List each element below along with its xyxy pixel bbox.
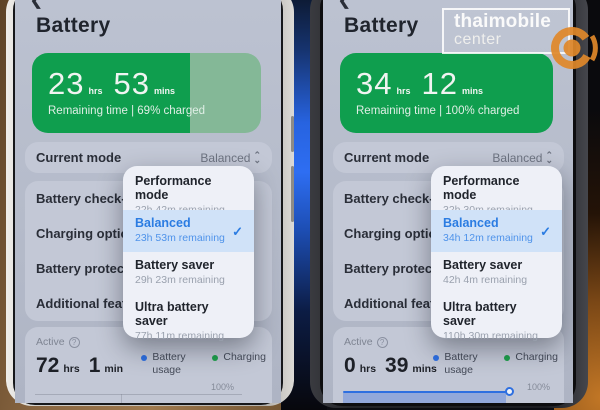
battery-settings-screen: ❮ Battery 34 hrs 12 mins Remaining time …	[323, 0, 573, 403]
remaining-minutes-unit: mins	[461, 86, 483, 96]
battery-usage-dot	[141, 355, 148, 361]
mode-selection-popup: Performance mode 32h 30m remaining Balan…	[431, 166, 562, 342]
current-mode-label: Current mode	[344, 150, 430, 165]
phone-bezel: ❮ Battery 23 hrs 53 mins Remaining time …	[13, 0, 283, 405]
active-hours-unit: hrs	[359, 363, 377, 375]
chart-gridline-h	[35, 394, 242, 395]
menu-item-battery-protection[interactable]: Battery protection	[36, 261, 148, 276]
mode-option-balanced[interactable]: Balanced 23h 53m remaining ✓	[123, 210, 254, 252]
charging-dot	[212, 355, 219, 361]
mode-option-ultra-battery-saver[interactable]: Ultra battery saver 110h 30m remaining	[443, 300, 538, 342]
charge-chart-endpoint-marker	[505, 387, 514, 396]
watermark-line2: center	[454, 30, 502, 48]
page-title: Battery	[344, 14, 419, 37]
remaining-minutes-unit: mins	[153, 86, 175, 96]
active-hours: 0	[344, 354, 356, 377]
help-icon[interactable]: ?	[68, 336, 80, 348]
remaining-minutes: 12	[421, 66, 458, 101]
power-button	[291, 166, 294, 222]
legend-charging: Charging	[515, 351, 558, 363]
active-minutes: 39	[385, 354, 409, 377]
chart-gridline-v	[121, 394, 122, 403]
axis-max-label: 100%	[210, 382, 234, 392]
axis-max-label: 100%	[526, 382, 550, 392]
battery-usage-card: Active ? 0 hrs 39 mins Battery usage Cha…	[333, 327, 564, 403]
remaining-subtitle: Remaining time | 69% charged	[48, 105, 206, 117]
remaining-minutes: 53	[113, 66, 150, 101]
battery-usage-card: Active ? 72 hrs 1 min Battery usage Char…	[25, 327, 272, 403]
watermark-box: thaimobile center	[442, 8, 570, 54]
battery-settings-screen: ❮ Battery 23 hrs 53 mins Remaining time …	[15, 0, 281, 403]
phone-left: ❮ Battery 23 hrs 53 mins Remaining time …	[6, 0, 294, 406]
current-mode-label: Current mode	[36, 150, 122, 165]
back-icon[interactable]: ❮	[338, 0, 351, 9]
active-minutes: 1	[88, 354, 101, 377]
legend-charging: Charging	[223, 351, 266, 363]
charge-chart-area-fill	[343, 393, 506, 403]
remaining-subtitle: Remaining time | 100% charged	[356, 105, 520, 117]
active-hours: 72	[36, 354, 60, 377]
charge-chart-line	[343, 391, 506, 393]
mode-option-performance[interactable]: Performance mode 32h 30m remaining	[443, 174, 533, 216]
active-minutes-unit: min	[104, 363, 124, 375]
watermark-logo-icon	[551, 27, 598, 69]
active-hours-unit: hrs	[63, 363, 80, 375]
check-icon: ✓	[232, 224, 243, 239]
mode-option-ultra-battery-saver[interactable]: Ultra battery saver 77h 11m remaining	[135, 300, 225, 342]
active-minutes-unit: mins	[412, 363, 437, 375]
current-mode-value: Balanced	[200, 150, 251, 165]
phone-right: ❮ Battery 34 hrs 12 mins Remaining time …	[310, 0, 588, 408]
charging-dot	[504, 355, 511, 361]
chart-legend: Battery usage Charging	[433, 351, 558, 377]
legend-battery-usage: Battery usage	[152, 351, 186, 377]
menu-item-charging-options[interactable]: Charging options	[36, 226, 144, 241]
menu-item-battery-checkup[interactable]: Battery check-up	[36, 191, 142, 206]
mode-selection-popup: Performance mode 22h 42m remaining Balan…	[123, 166, 254, 342]
check-icon: ✓	[540, 224, 551, 239]
battery-remaining-card: 23 hrs 53 mins Remaining time | 69% char…	[32, 53, 261, 133]
mode-option-performance[interactable]: Performance mode 22h 42m remaining	[135, 174, 225, 216]
active-label: Active	[344, 336, 373, 348]
mode-option-battery-saver[interactable]: Battery saver 29h 23m remaining	[135, 258, 225, 286]
legend-battery-usage: Battery usage	[444, 351, 478, 377]
chevron-updown-icon: ⌃ ⌄	[545, 149, 553, 165]
current-mode-value: Balanced	[492, 150, 543, 165]
remaining-hours-unit: hrs	[396, 86, 411, 96]
remaining-hours: 23	[48, 66, 85, 101]
battery-usage-dot	[433, 355, 440, 361]
chart-legend: Battery usage Charging	[141, 351, 266, 377]
menu-item-battery-protection[interactable]: Battery protection	[344, 261, 456, 276]
active-label: Active	[36, 336, 65, 348]
mode-option-battery-saver[interactable]: Battery saver 42h 4m remaining	[443, 258, 528, 286]
remaining-hours: 34	[356, 66, 393, 101]
help-icon[interactable]: ?	[376, 336, 388, 348]
menu-item-battery-checkup[interactable]: Battery check-up	[344, 191, 450, 206]
volume-button	[291, 116, 294, 152]
page-title: Battery	[36, 14, 111, 37]
back-icon[interactable]: ❮	[30, 0, 43, 9]
chevron-updown-icon: ⌃ ⌄	[253, 149, 261, 165]
phone-bezel: ❮ Battery 34 hrs 12 mins Remaining time …	[320, 0, 576, 406]
battery-remaining-card: 34 hrs 12 mins Remaining time | 100% cha…	[340, 53, 553, 133]
watermark-line1: thaimobile	[454, 11, 552, 32]
menu-item-charging-options[interactable]: Charging options	[344, 226, 452, 241]
remaining-hours-unit: hrs	[88, 86, 103, 96]
mode-option-balanced[interactable]: Balanced 34h 12m remaining ✓	[431, 210, 562, 252]
